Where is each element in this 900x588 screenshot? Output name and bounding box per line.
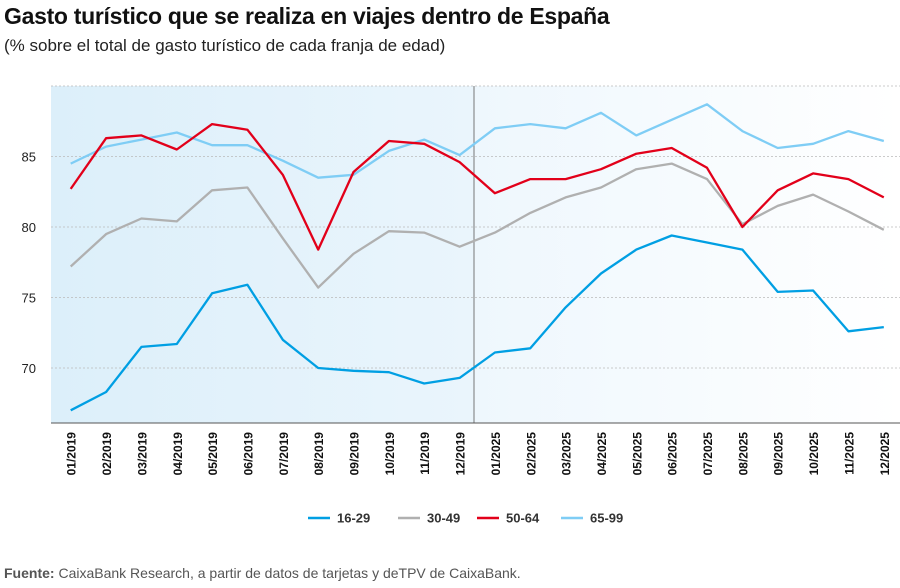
series-line-16-29 — [70, 234, 884, 412]
y-tick-label: 70 — [22, 361, 36, 376]
x-tick-label: 06/2019 — [241, 432, 255, 476]
x-tick-label: 04/2019 — [171, 432, 185, 476]
source-text: CaixaBank Research, a partir de datos de… — [54, 565, 521, 581]
legend-item-65-99: 65-99 — [561, 511, 623, 526]
x-tick-label: 09/2025 — [772, 432, 786, 476]
x-tick-label: 05/2019 — [206, 432, 220, 476]
x-tick-label: 01/2025 — [489, 432, 503, 476]
source-note: Fuente: CaixaBank Research, a partir de … — [4, 565, 521, 581]
x-tick-label: 11/2019 — [418, 432, 432, 475]
legend-label: 65-99 — [590, 511, 623, 526]
x-tick-label: 10/2019 — [383, 432, 397, 476]
x-tick-label: 12/2025 — [878, 432, 892, 476]
x-tick-label: 08/2019 — [312, 432, 326, 476]
series-line-50-64 — [69, 122, 885, 251]
x-tick-label: 08/2025 — [736, 432, 750, 476]
y-tick-label: 85 — [22, 150, 36, 165]
legend-item-50-64: 50-64 — [477, 511, 540, 526]
x-tick-label: 03/2025 — [560, 432, 574, 476]
x-tick-label: 05/2025 — [630, 432, 644, 476]
x-tick-label: 07/2019 — [277, 432, 291, 476]
x-tick-label: 10/2025 — [807, 432, 821, 476]
x-tick-label: 04/2025 — [595, 432, 609, 476]
legend-label: 16-29 — [337, 511, 370, 526]
y-tick-label: 80 — [22, 220, 36, 235]
x-tick-label: 01/2019 — [65, 432, 79, 476]
legend-item-16-29: 16-29 — [308, 511, 370, 526]
legend-label: 30-49 — [427, 511, 460, 526]
x-tick-label: 12/2019 — [454, 432, 468, 476]
x-tick-label: 07/2025 — [701, 432, 715, 476]
x-tick-label: 02/2025 — [524, 432, 538, 476]
series-line-65-99 — [70, 103, 885, 179]
source-label: Fuente: — [4, 565, 55, 581]
plot-background-2025 — [474, 86, 900, 423]
x-tick-label: 06/2025 — [666, 432, 680, 476]
x-tick-label: 09/2019 — [348, 432, 362, 476]
y-tick-label: 75 — [22, 291, 36, 306]
x-tick-label: 11/2025 — [842, 432, 856, 475]
chart-subtitle: (% sobre el total de gasto turístico de … — [4, 36, 446, 55]
legend-label: 50-64 — [506, 511, 540, 526]
legend-item-30-49: 30-49 — [398, 511, 460, 526]
chart-title: Gasto turístico que se realiza en viajes… — [4, 3, 610, 29]
x-tick-label: 03/2019 — [135, 432, 149, 476]
x-tick-label: 02/2019 — [100, 432, 114, 476]
